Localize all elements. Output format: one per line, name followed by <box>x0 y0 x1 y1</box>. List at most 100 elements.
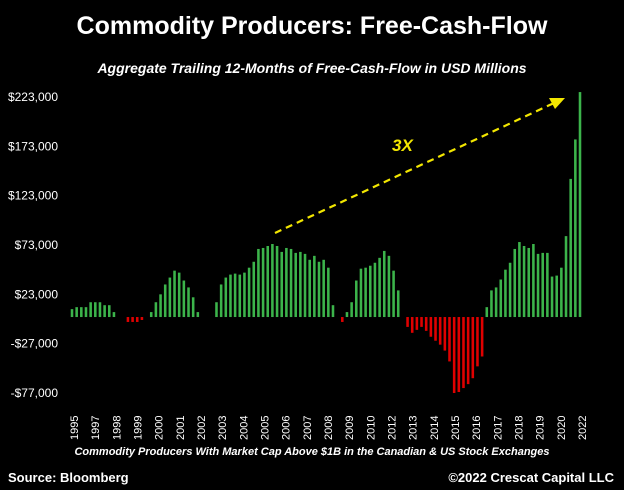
bar <box>527 247 531 318</box>
source-label: Source: Bloomberg <box>8 470 129 485</box>
x-tick-label: 2003 <box>217 416 229 440</box>
bar <box>508 262 512 318</box>
bar <box>224 277 228 318</box>
bar <box>229 274 232 318</box>
bar <box>555 275 558 318</box>
bar <box>154 302 158 318</box>
x-tick-label: 2006 <box>281 416 293 440</box>
x-tick-label: 2015 <box>450 416 462 440</box>
bar <box>173 270 176 318</box>
bar <box>238 274 242 318</box>
bar <box>345 312 349 318</box>
bar <box>364 267 367 318</box>
x-tick-label: 2017 <box>492 416 504 440</box>
x-tick-label: 2014 <box>429 416 441 440</box>
x-tick-label: 2002 <box>196 416 208 440</box>
bar <box>103 305 106 318</box>
y-tick-label: $223,000 <box>8 90 58 104</box>
x-axis: 1995 1997 1998 1999 2000 2001 2002 2003 2004 2005… <box>69 416 589 440</box>
bar <box>168 277 172 318</box>
bar <box>84 307 88 318</box>
bar <box>550 276 554 318</box>
y-axis: -$77,000 -$27,000 $23,000 $73,000 $123,000 $1… <box>8 90 58 400</box>
y-tick-label: $173,000 <box>8 139 58 153</box>
bar <box>424 317 428 331</box>
bar <box>448 317 451 362</box>
bar <box>368 265 372 318</box>
bar <box>541 252 544 318</box>
bar <box>420 317 423 327</box>
bar <box>452 317 456 393</box>
bar <box>327 267 330 318</box>
x-tick-label: 2004 <box>238 416 250 440</box>
bar <box>313 255 316 318</box>
bar <box>341 317 344 322</box>
trend-arrow-head <box>549 98 565 109</box>
chart-footnote: Commodity Producers With Market Cap Abov… <box>74 446 550 458</box>
bar <box>135 317 139 322</box>
bar <box>163 284 167 318</box>
x-tick-label: 2022 <box>577 416 589 440</box>
bar <box>569 178 572 318</box>
x-tick-label: 2009 <box>344 416 356 440</box>
bar <box>415 317 419 330</box>
bar <box>247 267 251 318</box>
x-tick-label: 2010 <box>365 416 377 440</box>
bar <box>396 290 400 318</box>
x-tick-label: 1999 <box>133 416 145 440</box>
bar <box>140 317 144 320</box>
bar <box>518 242 521 318</box>
bar <box>89 302 92 318</box>
bar <box>387 255 391 318</box>
copyright-label: ©2022 Crescat Capital LLC <box>448 470 614 485</box>
bar <box>429 317 433 337</box>
bar <box>378 257 381 318</box>
bar <box>373 262 377 318</box>
bar <box>490 290 493 318</box>
bar <box>261 247 265 318</box>
bar <box>476 317 479 367</box>
bar <box>275 245 279 318</box>
x-tick-label: 2013 <box>408 416 420 440</box>
bar <box>191 297 195 318</box>
bar <box>266 245 270 318</box>
bar <box>532 244 535 318</box>
chart-title: Commodity Producers: Free-Cash-Flow <box>76 12 548 40</box>
x-tick-label: 2005 <box>260 416 272 440</box>
bar <box>410 317 414 333</box>
bar <box>560 267 563 318</box>
bar <box>108 305 111 318</box>
bar <box>70 309 74 318</box>
chart-subtitle: Aggregate Trailing 12-Months of Free-Cas… <box>97 60 527 76</box>
bar <box>499 279 503 318</box>
bar <box>471 317 475 379</box>
bar <box>75 307 78 318</box>
y-tick-label: $73,000 <box>15 238 59 252</box>
bar <box>80 307 83 318</box>
bar <box>289 248 293 318</box>
bar <box>131 317 134 322</box>
bar <box>564 236 568 318</box>
bar <box>215 302 218 318</box>
bar <box>299 251 302 318</box>
bar <box>392 270 395 318</box>
bar <box>187 287 190 318</box>
x-tick-label: 1995 <box>69 416 81 440</box>
bar <box>285 247 288 318</box>
bar <box>578 92 582 318</box>
bar <box>98 302 102 318</box>
bar <box>513 248 517 318</box>
bar-series <box>70 92 582 393</box>
bar <box>434 317 437 341</box>
bar <box>504 269 507 318</box>
x-tick-label: 2001 <box>175 416 187 440</box>
x-tick-label: 1998 <box>111 416 123 440</box>
bar <box>466 317 470 385</box>
bar <box>485 307 489 318</box>
bar <box>112 312 116 318</box>
bar <box>480 317 484 357</box>
bar <box>252 261 256 318</box>
bar <box>322 259 325 318</box>
x-tick-label: 2016 <box>471 416 483 440</box>
bar <box>317 261 321 318</box>
